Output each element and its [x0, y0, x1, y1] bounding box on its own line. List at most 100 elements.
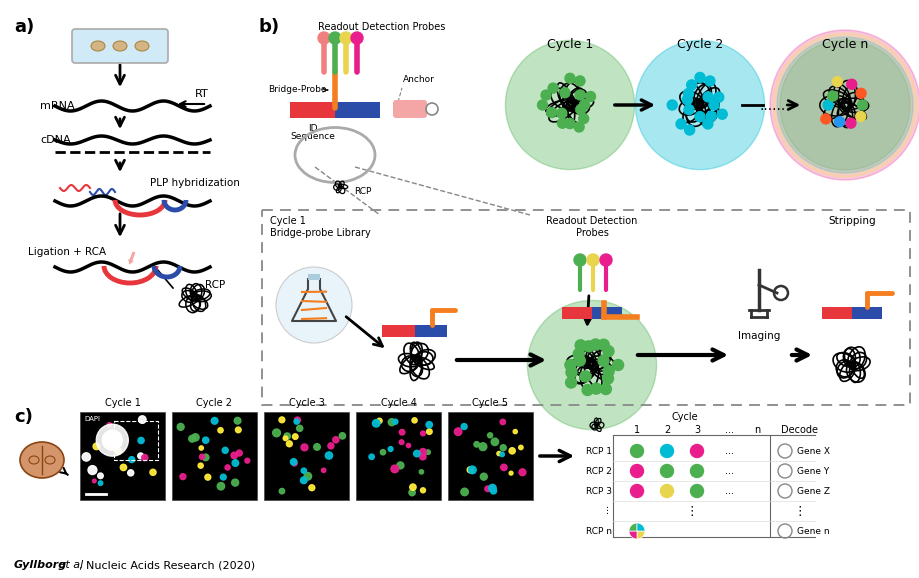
Circle shape [600, 384, 611, 395]
Circle shape [857, 100, 868, 110]
Circle shape [695, 112, 705, 121]
Circle shape [410, 484, 416, 490]
Circle shape [97, 473, 103, 479]
Text: Sequence: Sequence [290, 132, 335, 141]
Circle shape [406, 443, 411, 447]
Bar [356, 412, 441, 500]
Circle shape [399, 429, 405, 435]
Bar [822, 307, 852, 319]
Wedge shape [629, 531, 637, 539]
Text: RCP 3: RCP 3 [586, 487, 612, 495]
Bar [114, 421, 158, 461]
Circle shape [244, 458, 250, 463]
Circle shape [574, 355, 585, 366]
Bar [592, 307, 622, 319]
Text: Bridge-Probe: Bridge-Probe [268, 86, 326, 94]
Circle shape [573, 349, 584, 360]
Text: Cycle 1: Cycle 1 [547, 38, 593, 51]
Circle shape [138, 438, 144, 443]
Circle shape [686, 80, 697, 90]
Text: RCP: RCP [205, 280, 225, 290]
Circle shape [419, 449, 426, 455]
Circle shape [585, 91, 596, 102]
Circle shape [538, 100, 548, 110]
Text: Bridge-probe Library: Bridge-probe Library [270, 228, 370, 238]
Circle shape [294, 419, 300, 424]
Circle shape [576, 105, 585, 114]
Circle shape [635, 40, 765, 169]
Circle shape [528, 301, 656, 429]
Circle shape [547, 108, 557, 117]
Text: b): b) [258, 18, 279, 36]
Circle shape [500, 444, 506, 451]
Circle shape [846, 79, 857, 89]
Circle shape [684, 105, 694, 114]
Circle shape [88, 466, 96, 475]
Circle shape [391, 465, 399, 473]
Text: RCP 1: RCP 1 [586, 446, 612, 455]
Circle shape [333, 436, 339, 443]
Text: n: n [754, 425, 760, 435]
Circle shape [340, 32, 352, 44]
Circle shape [491, 438, 499, 446]
Text: et al: et al [55, 560, 84, 570]
Text: Gene n: Gene n [797, 527, 830, 535]
Circle shape [845, 118, 856, 128]
Circle shape [500, 452, 505, 457]
Circle shape [461, 424, 467, 429]
Text: RT: RT [195, 89, 209, 99]
Circle shape [129, 457, 135, 462]
Circle shape [217, 483, 224, 490]
Circle shape [485, 486, 491, 492]
Circle shape [139, 416, 146, 423]
Circle shape [582, 384, 593, 395]
Ellipse shape [91, 41, 105, 51]
Circle shape [372, 420, 380, 427]
Text: Cycle 4: Cycle 4 [380, 398, 416, 408]
Text: 1: 1 [634, 425, 640, 435]
Circle shape [120, 464, 127, 470]
Circle shape [412, 418, 417, 423]
Text: Cycle 1: Cycle 1 [270, 216, 306, 226]
Circle shape [409, 490, 415, 496]
Circle shape [603, 346, 614, 357]
Wedge shape [629, 523, 637, 531]
Circle shape [102, 430, 122, 450]
Wedge shape [637, 531, 645, 539]
Circle shape [377, 418, 382, 424]
Circle shape [283, 436, 288, 440]
Circle shape [322, 468, 326, 472]
Circle shape [667, 100, 677, 110]
Circle shape [603, 373, 614, 384]
Circle shape [598, 339, 609, 350]
Circle shape [273, 429, 280, 437]
Circle shape [500, 419, 505, 425]
Circle shape [519, 469, 526, 476]
Circle shape [574, 122, 584, 132]
Circle shape [685, 125, 695, 135]
Circle shape [222, 447, 228, 453]
Circle shape [313, 444, 321, 450]
Text: Cycle 5: Cycle 5 [472, 398, 508, 408]
Circle shape [560, 88, 570, 98]
Circle shape [301, 444, 308, 451]
Text: ⋮: ⋮ [603, 506, 612, 516]
Circle shape [600, 254, 612, 266]
Text: Probes: Probes [575, 228, 608, 238]
Circle shape [388, 418, 395, 426]
Text: ID: ID [308, 124, 317, 133]
Circle shape [491, 488, 496, 494]
Circle shape [454, 428, 462, 435]
Circle shape [497, 451, 501, 455]
Circle shape [574, 254, 586, 266]
Circle shape [233, 460, 239, 466]
Circle shape [565, 377, 576, 388]
Circle shape [630, 484, 643, 498]
Circle shape [290, 458, 297, 465]
Circle shape [328, 443, 334, 449]
Circle shape [279, 488, 285, 494]
Circle shape [339, 433, 346, 439]
Circle shape [690, 465, 704, 477]
Bar [448, 412, 533, 500]
Text: Gene Y: Gene Y [797, 466, 829, 476]
